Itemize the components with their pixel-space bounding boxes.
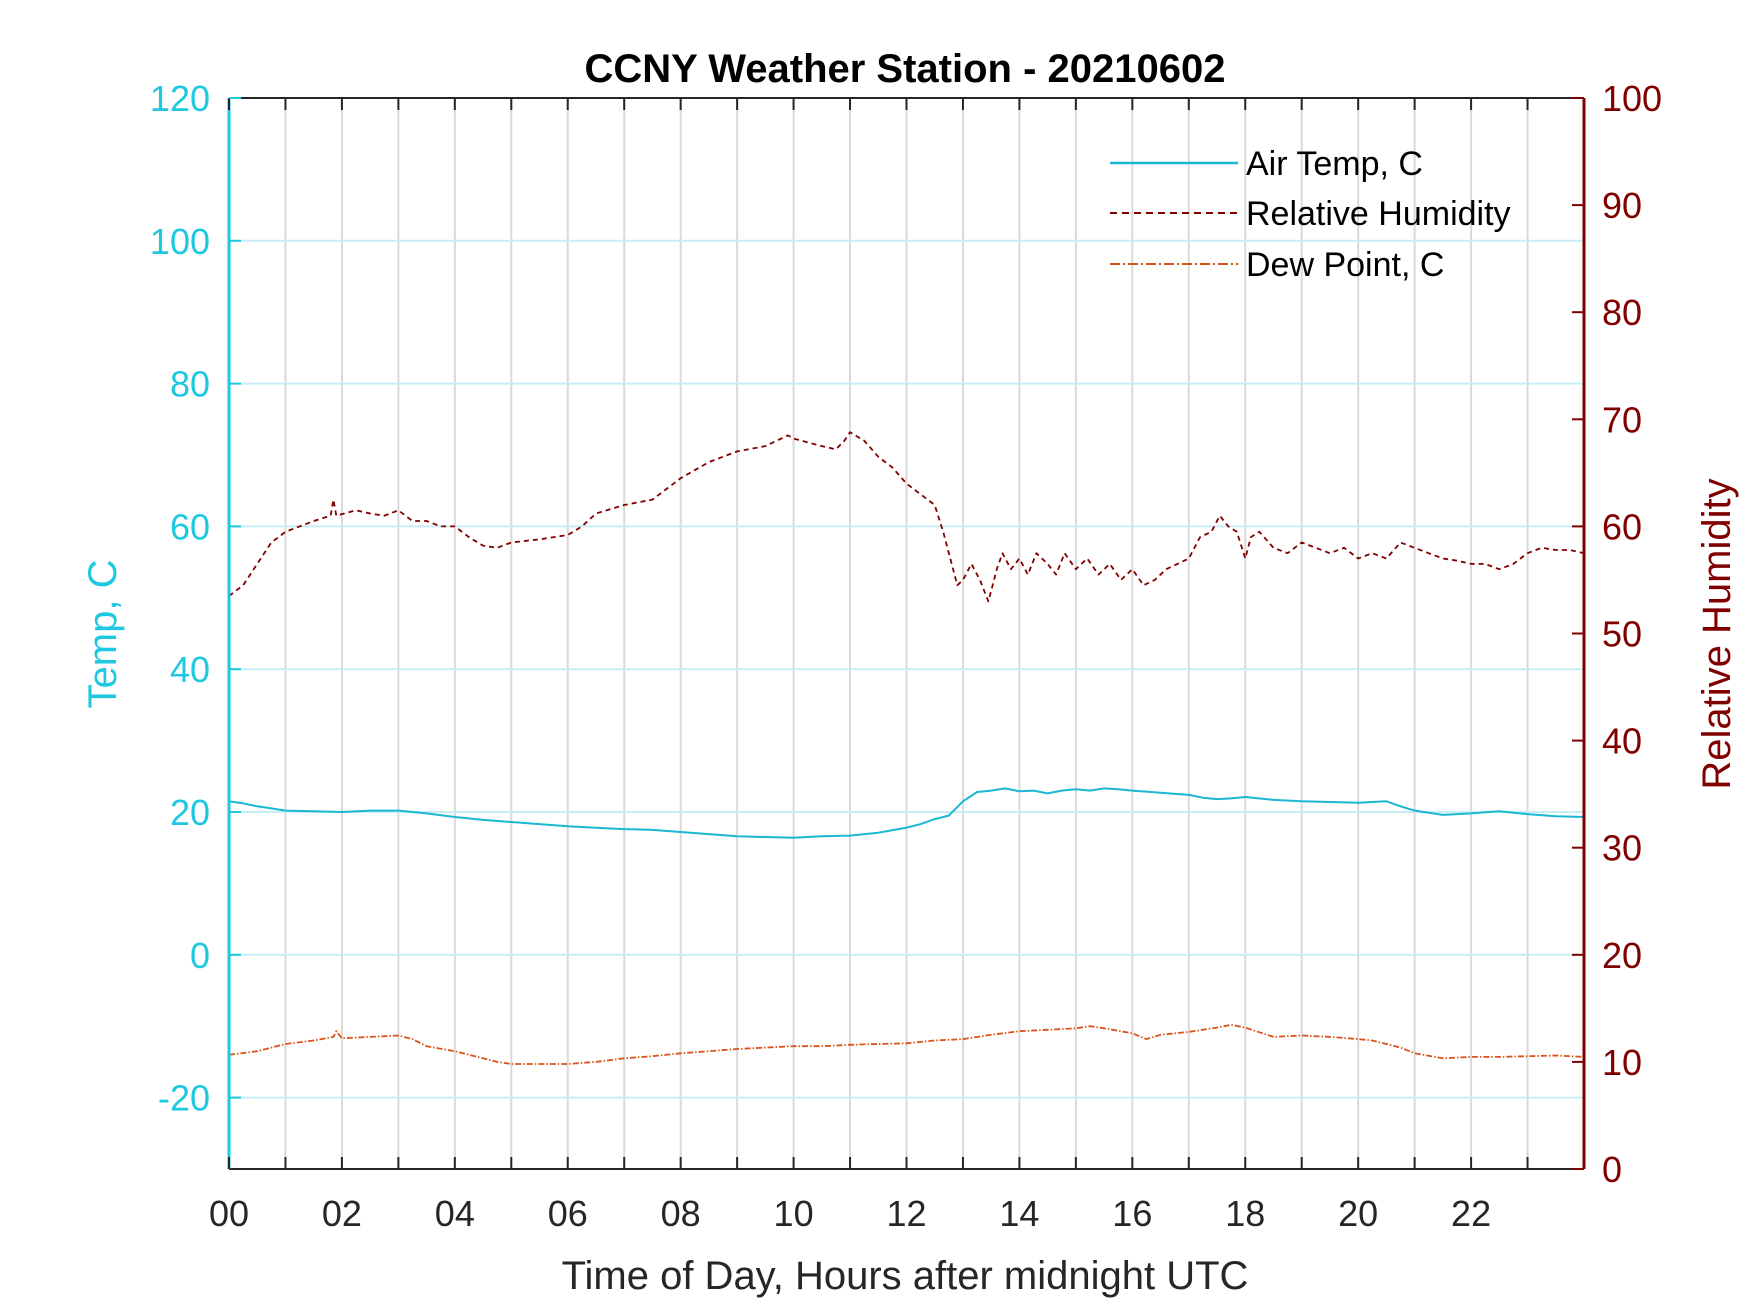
tick-labels: 00 02 04 06 08 10 12 14 16 18 20 22-200204060801001… [150, 78, 1662, 1234]
y-left-tick-label: 60 [170, 506, 210, 547]
y-left-tick-label: 100 [150, 221, 210, 262]
x-tick-label: 16 [1112, 1193, 1152, 1234]
x-axis-label: Time of Day, Hours after midnight UTC [562, 1254, 1249, 1298]
x-tick-label: 10 [774, 1193, 814, 1234]
x-tick-label: 20 [1338, 1193, 1378, 1234]
y-right-tick-label: 90 [1602, 185, 1642, 226]
dew-point-line [228, 1023, 1585, 1065]
x-tick-label: 22 [1451, 1193, 1491, 1234]
legend-label-air-temp: Air Temp, C [1246, 145, 1423, 183]
y-right-tick-label: 50 [1602, 614, 1642, 655]
x-tick-label: 08 [661, 1193, 701, 1234]
chart-title: CCNY Weather Station - 20210602 [585, 47, 1226, 91]
y-axis-left-label: Temp, C [81, 560, 125, 709]
y-left-tick-label: 40 [170, 649, 210, 690]
y-right-tick-label: 30 [1602, 828, 1642, 869]
humidity-line [228, 431, 1585, 603]
air-temp-line [228, 787, 1585, 839]
legend-label-humidity: Relative Humidity [1246, 195, 1511, 233]
y-right-tick-label: 0 [1602, 1149, 1622, 1190]
y-right-tick-label: 100 [1602, 78, 1662, 119]
x-tick-label: 12 [886, 1193, 926, 1234]
x-tick-label: 14 [999, 1193, 1039, 1234]
y-right-tick-label: 70 [1602, 399, 1642, 440]
y-right-tick-label: 20 [1602, 935, 1642, 976]
y-left-tick-label: 120 [150, 78, 210, 119]
x-tick-label: 06 [548, 1193, 588, 1234]
y-left-tick-label: -20 [158, 1078, 210, 1119]
x-tick-label: 02 [322, 1193, 362, 1234]
y-right-tick-label: 10 [1602, 1042, 1642, 1083]
y-left-tick-label: 80 [170, 364, 210, 405]
y-left-tick-label: 0 [190, 935, 210, 976]
legend: Air Temp, C Relative Humidity Dew Point,… [1110, 145, 1511, 284]
x-tick-label: 00 [209, 1193, 249, 1234]
legend-label-dew-point: Dew Point, C [1246, 246, 1444, 284]
x-tick-label: 18 [1225, 1193, 1265, 1234]
axes [227, 97, 1586, 1170]
y-axis-right-label: Relative Humidity [1695, 478, 1739, 789]
y-right-tick-label: 60 [1602, 506, 1642, 547]
x-tick-label: 04 [435, 1193, 475, 1234]
series-layer [228, 431, 1585, 1065]
y-right-tick-label: 40 [1602, 721, 1642, 762]
y-left-tick-label: 20 [170, 792, 210, 833]
y-right-tick-label: 80 [1602, 292, 1642, 333]
